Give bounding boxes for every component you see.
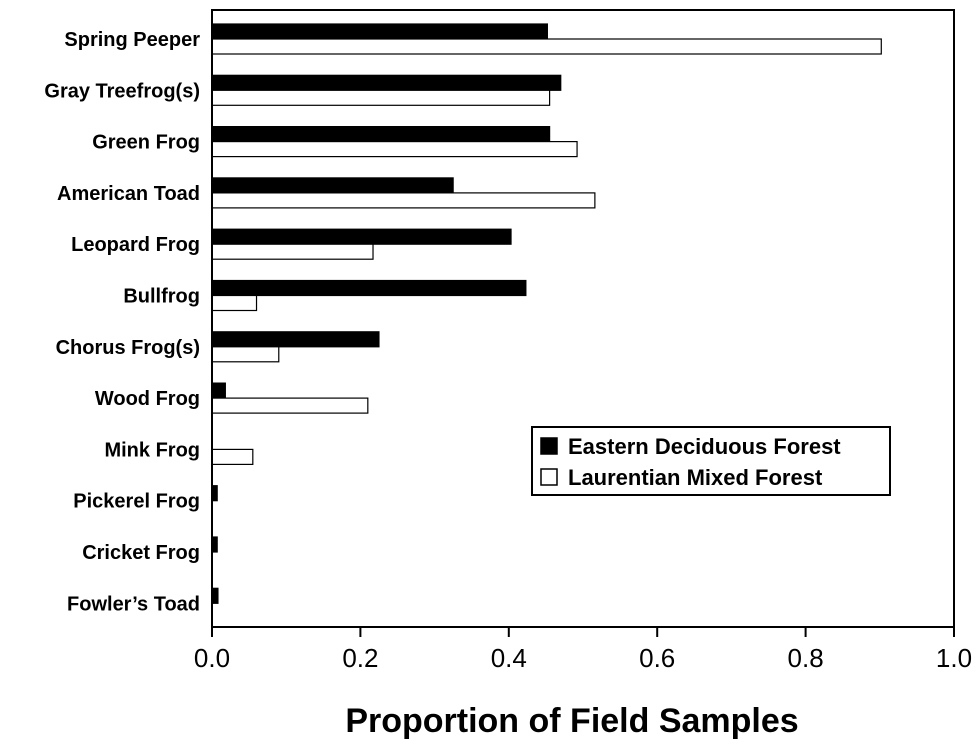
- category-labels-group: Spring Peeper Gray Treefrog(s) Green Frog A…: [44, 29, 200, 615]
- bars-group: [211, 23, 882, 604]
- bar-laurentian-6: [211, 346, 280, 363]
- legend-label-eastern: Eastern Deciduous Forest: [568, 434, 841, 459]
- category-label: Gray Treefrog(s): [44, 80, 200, 102]
- bar-laurentian-5: [211, 294, 258, 312]
- x-axis-title: Proportion of Field Samples: [345, 702, 798, 740]
- category-label: Chorus Frog(s): [56, 337, 200, 359]
- bar-eastern-1: [211, 74, 562, 91]
- category-label: Cricket Frog: [82, 542, 200, 564]
- bar-eastern-2: [211, 125, 551, 143]
- bar-laurentian-7: [211, 397, 369, 414]
- legend: Eastern Deciduous Forest Laurentian Mixe…: [531, 426, 891, 496]
- bar-eastern-6: [211, 331, 380, 348]
- category-label: Bullfrog: [123, 286, 200, 308]
- x-tick-label: 1.0: [936, 643, 972, 673]
- x-tick-label: 0.4: [491, 643, 527, 673]
- bar-eastern-0: [211, 23, 548, 40]
- legend-swatch-laurentian: [540, 468, 558, 486]
- legend-label-laurentian: Laurentian Mixed Forest: [568, 465, 823, 490]
- category-label: Spring Peeper: [64, 29, 200, 51]
- bar-eastern-4: [211, 228, 512, 245]
- bar-laurentian-2: [211, 141, 578, 158]
- category-label: Wood Frog: [95, 388, 200, 410]
- x-tick-label: 0.2: [342, 643, 378, 673]
- bar-laurentian-1: [211, 89, 551, 106]
- category-label: Leopard Frog: [71, 234, 200, 256]
- x-tick-label: 0.6: [639, 643, 675, 673]
- category-label: American Toad: [57, 183, 200, 205]
- bar-eastern-3: [211, 177, 454, 194]
- bar-laurentian-0: [211, 38, 882, 55]
- bar-eastern-7: [211, 382, 226, 399]
- bar-laurentian-3: [211, 192, 596, 209]
- x-tick-label: 0.0: [194, 643, 230, 673]
- category-label: Mink Frog: [104, 439, 200, 461]
- x-tick-label: 0.8: [788, 643, 824, 673]
- category-label: Green Frog: [92, 132, 200, 154]
- legend-box: [531, 426, 891, 496]
- bar-laurentian-4: [211, 243, 374, 260]
- x-ticks-group: 0.0 0.2 0.4 0.6 0.8 1.0: [194, 627, 972, 673]
- plot-frame: [211, 9, 955, 628]
- legend-swatch-eastern: [540, 437, 558, 455]
- category-label: Pickerel Frog: [73, 491, 200, 513]
- bar-laurentian-8: [211, 448, 254, 465]
- category-label: Fowler’s Toad: [67, 593, 200, 615]
- bar-eastern-5: [211, 279, 527, 297]
